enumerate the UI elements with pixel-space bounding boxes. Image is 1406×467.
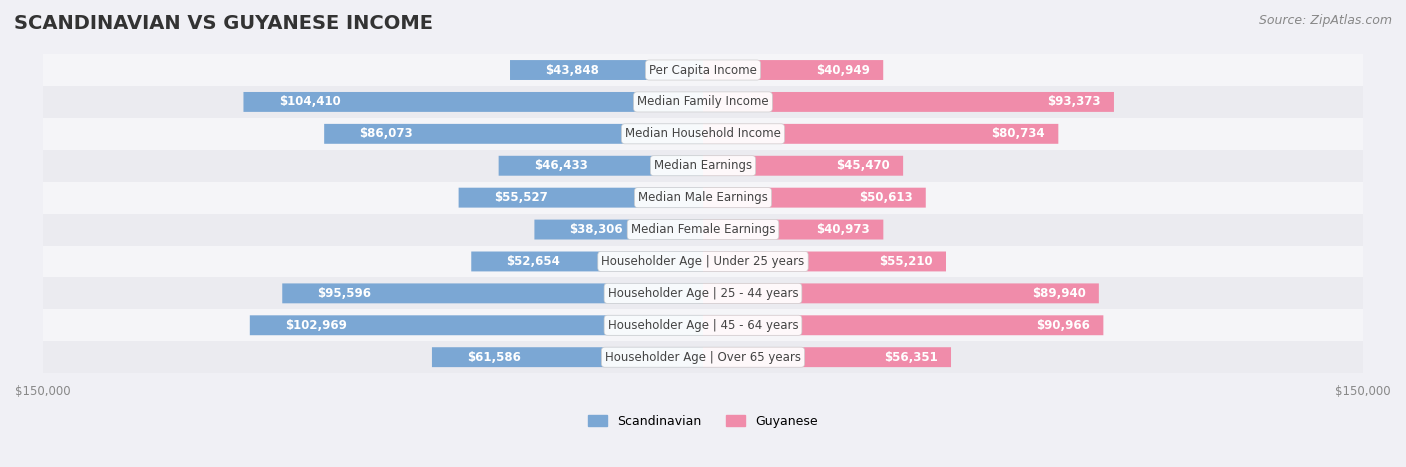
Bar: [42, 309, 1364, 341]
Bar: [42, 277, 1364, 309]
FancyBboxPatch shape: [510, 60, 703, 80]
Text: $93,373: $93,373: [1047, 95, 1101, 108]
Text: Source: ZipAtlas.com: Source: ZipAtlas.com: [1258, 14, 1392, 27]
Text: Median Female Earnings: Median Female Earnings: [631, 223, 775, 236]
FancyBboxPatch shape: [432, 347, 703, 367]
FancyBboxPatch shape: [703, 283, 1099, 304]
Text: Median Family Income: Median Family Income: [637, 95, 769, 108]
Bar: [42, 150, 1364, 182]
FancyBboxPatch shape: [534, 219, 703, 240]
FancyBboxPatch shape: [703, 156, 903, 176]
Bar: [42, 54, 1364, 86]
Text: $80,734: $80,734: [991, 127, 1045, 141]
Text: $55,210: $55,210: [879, 255, 932, 268]
Text: $52,654: $52,654: [506, 255, 561, 268]
FancyBboxPatch shape: [499, 156, 703, 176]
FancyBboxPatch shape: [703, 92, 1114, 112]
Text: Householder Age | Under 25 years: Householder Age | Under 25 years: [602, 255, 804, 268]
FancyBboxPatch shape: [325, 124, 703, 144]
FancyBboxPatch shape: [250, 315, 703, 335]
Bar: [42, 341, 1364, 373]
FancyBboxPatch shape: [703, 347, 950, 367]
Text: $46,433: $46,433: [534, 159, 588, 172]
Text: $43,848: $43,848: [546, 64, 599, 77]
Text: $95,596: $95,596: [318, 287, 371, 300]
Bar: [42, 246, 1364, 277]
Text: Median Male Earnings: Median Male Earnings: [638, 191, 768, 204]
Bar: [42, 182, 1364, 213]
FancyBboxPatch shape: [703, 219, 883, 240]
Text: Per Capita Income: Per Capita Income: [650, 64, 756, 77]
Text: $50,613: $50,613: [859, 191, 912, 204]
Text: Median Earnings: Median Earnings: [654, 159, 752, 172]
FancyBboxPatch shape: [703, 315, 1104, 335]
Text: $102,969: $102,969: [285, 319, 347, 332]
Text: $90,966: $90,966: [1036, 319, 1090, 332]
Text: $89,940: $89,940: [1032, 287, 1085, 300]
Legend: Scandinavian, Guyanese: Scandinavian, Guyanese: [583, 410, 823, 433]
FancyBboxPatch shape: [703, 252, 946, 271]
Text: $56,351: $56,351: [884, 351, 938, 364]
Text: Householder Age | 45 - 64 years: Householder Age | 45 - 64 years: [607, 319, 799, 332]
Text: $45,470: $45,470: [837, 159, 890, 172]
FancyBboxPatch shape: [703, 188, 925, 208]
FancyBboxPatch shape: [458, 188, 703, 208]
FancyBboxPatch shape: [243, 92, 703, 112]
FancyBboxPatch shape: [283, 283, 703, 304]
Text: Householder Age | Over 65 years: Householder Age | Over 65 years: [605, 351, 801, 364]
Text: SCANDINAVIAN VS GUYANESE INCOME: SCANDINAVIAN VS GUYANESE INCOME: [14, 14, 433, 33]
Text: $40,949: $40,949: [815, 64, 870, 77]
FancyBboxPatch shape: [703, 60, 883, 80]
Text: $86,073: $86,073: [360, 127, 413, 141]
Bar: [42, 118, 1364, 150]
Text: $55,527: $55,527: [494, 191, 547, 204]
Text: $40,973: $40,973: [817, 223, 870, 236]
FancyBboxPatch shape: [471, 252, 703, 271]
Text: Householder Age | 25 - 44 years: Householder Age | 25 - 44 years: [607, 287, 799, 300]
Text: Median Household Income: Median Household Income: [626, 127, 780, 141]
Bar: [42, 86, 1364, 118]
Text: $61,586: $61,586: [467, 351, 522, 364]
Text: $38,306: $38,306: [569, 223, 623, 236]
Bar: [42, 213, 1364, 246]
Text: $104,410: $104,410: [278, 95, 340, 108]
FancyBboxPatch shape: [703, 124, 1059, 144]
